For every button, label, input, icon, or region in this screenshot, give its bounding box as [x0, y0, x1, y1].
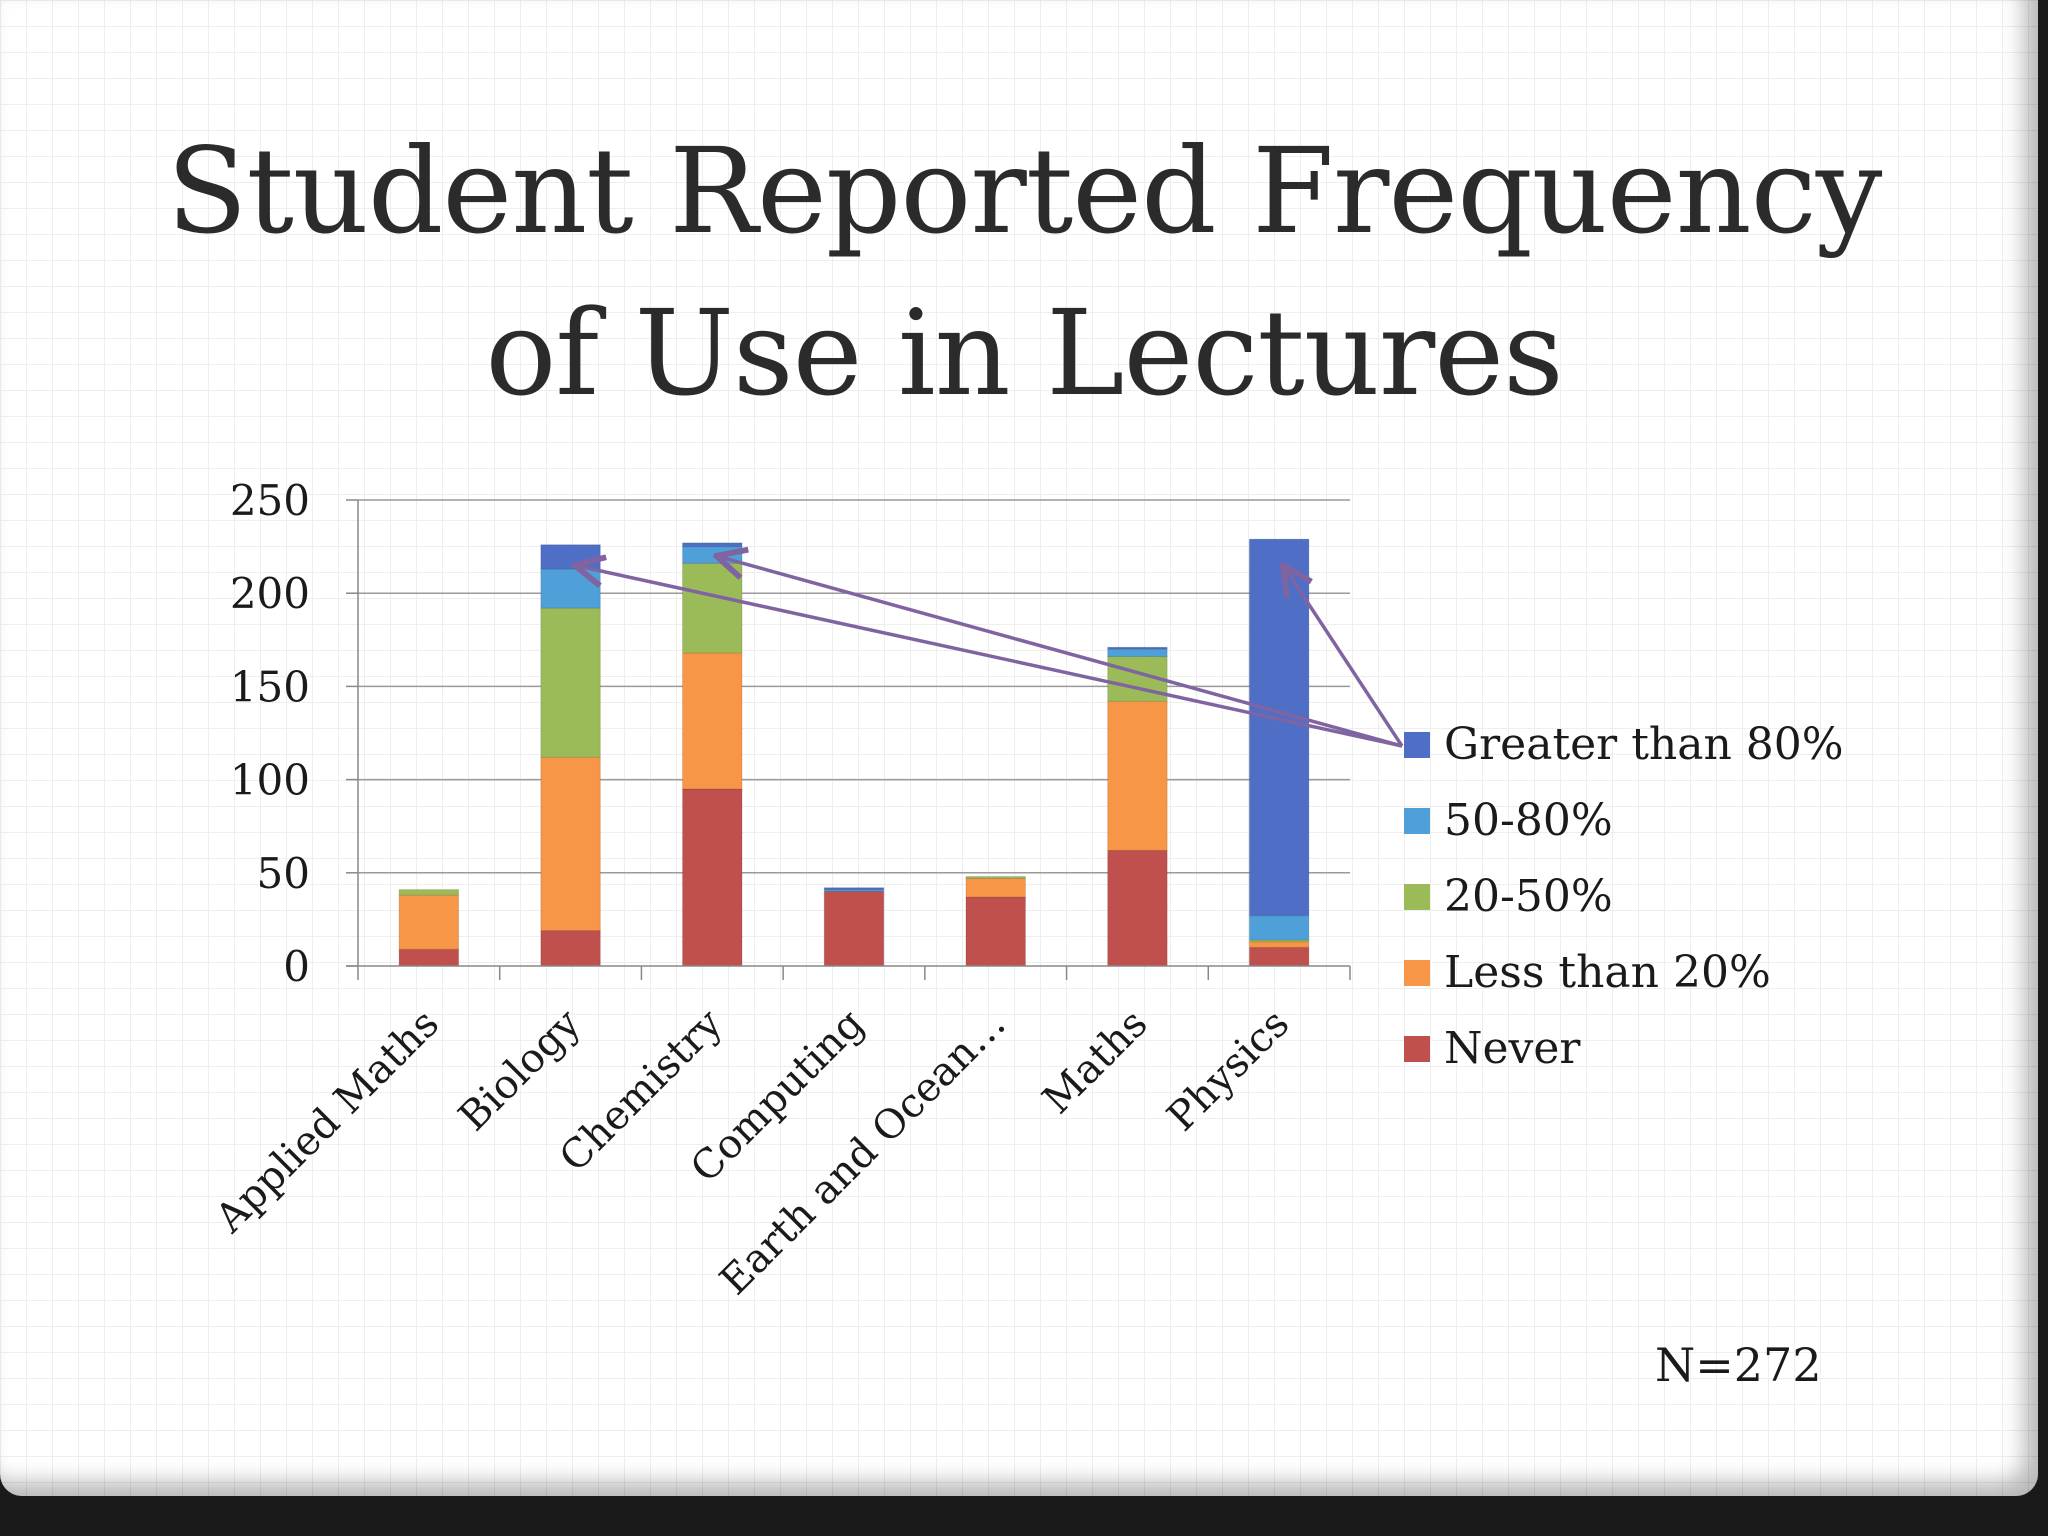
bar-segment [682, 562, 743, 654]
annotation-arrow [575, 565, 1403, 748]
bar-segment [540, 607, 601, 758]
bar-segment [965, 896, 1026, 967]
legend-swatch [1404, 732, 1430, 758]
bar-segment [682, 652, 743, 790]
y-tick-label: 0 [283, 942, 310, 991]
bar-segment [1248, 915, 1310, 941]
x-tick-label: Maths [1034, 1001, 1156, 1123]
bar-segment [1107, 646, 1168, 650]
bar-segment [1248, 941, 1310, 948]
bars [398, 538, 1310, 967]
x-tick-label: Biology [450, 1000, 590, 1140]
x-tick-label: Physics [1159, 1001, 1299, 1141]
legend: Greater than 80% 50-80% 20-50% Less than 20… [1404, 719, 1844, 1074]
title-line-1: Student Reported Frequency [166, 122, 1883, 260]
y-tick-label: 200 [230, 569, 310, 618]
y-tick-label: 50 [257, 849, 310, 898]
bar-segment [965, 876, 1026, 879]
annotation-arrows [575, 556, 1404, 748]
legend-swatch [1404, 960, 1430, 986]
bar-segment [398, 948, 460, 967]
y-tick-label: 150 [230, 662, 310, 711]
annotation-arrow [716, 556, 1403, 748]
bar-segment [540, 756, 601, 932]
bar-segment [540, 544, 601, 570]
legend-label: Greater than 80% [1444, 719, 1844, 770]
legend-label: Less than 20% [1444, 947, 1771, 998]
bar-segment [1248, 538, 1310, 917]
bar-segment [540, 930, 601, 967]
slide-background [0, 0, 2038, 1496]
slide-title: Student Reported Frequency of Use in Lec… [0, 110, 2048, 434]
bar-segment [398, 889, 460, 896]
bar-segment [823, 890, 885, 967]
bar-segment [682, 788, 743, 967]
bar-segment [1107, 648, 1168, 658]
gridlines [358, 499, 1350, 874]
title-line-2: of Use in Lectures [485, 284, 1563, 422]
x-tick-label: Applied Maths [206, 1001, 448, 1243]
bar-segment [965, 877, 1026, 898]
bar-segment [1107, 700, 1168, 851]
bar-segment [1248, 946, 1310, 967]
bar-segment [540, 568, 601, 609]
bar-segment [823, 887, 885, 891]
bar-segment [1107, 849, 1168, 967]
x-tick-label: Earth and Ocean… [711, 1001, 1014, 1304]
legend-label: 20-50% [1444, 871, 1613, 922]
y-tick-label: 250 [230, 476, 310, 525]
legend-label: 50-80% [1444, 795, 1613, 846]
annotation-arrow [1283, 565, 1404, 747]
legend-swatch [1404, 808, 1430, 834]
y-tick-label: 100 [230, 756, 310, 805]
legend-swatch [1404, 1036, 1430, 1062]
bar-segment [398, 894, 460, 950]
bar-segment [682, 542, 743, 548]
legend-swatch [1404, 884, 1430, 910]
legend-label: Never [1444, 1023, 1581, 1074]
sample-size-note: N=272 [1655, 1338, 1822, 1392]
